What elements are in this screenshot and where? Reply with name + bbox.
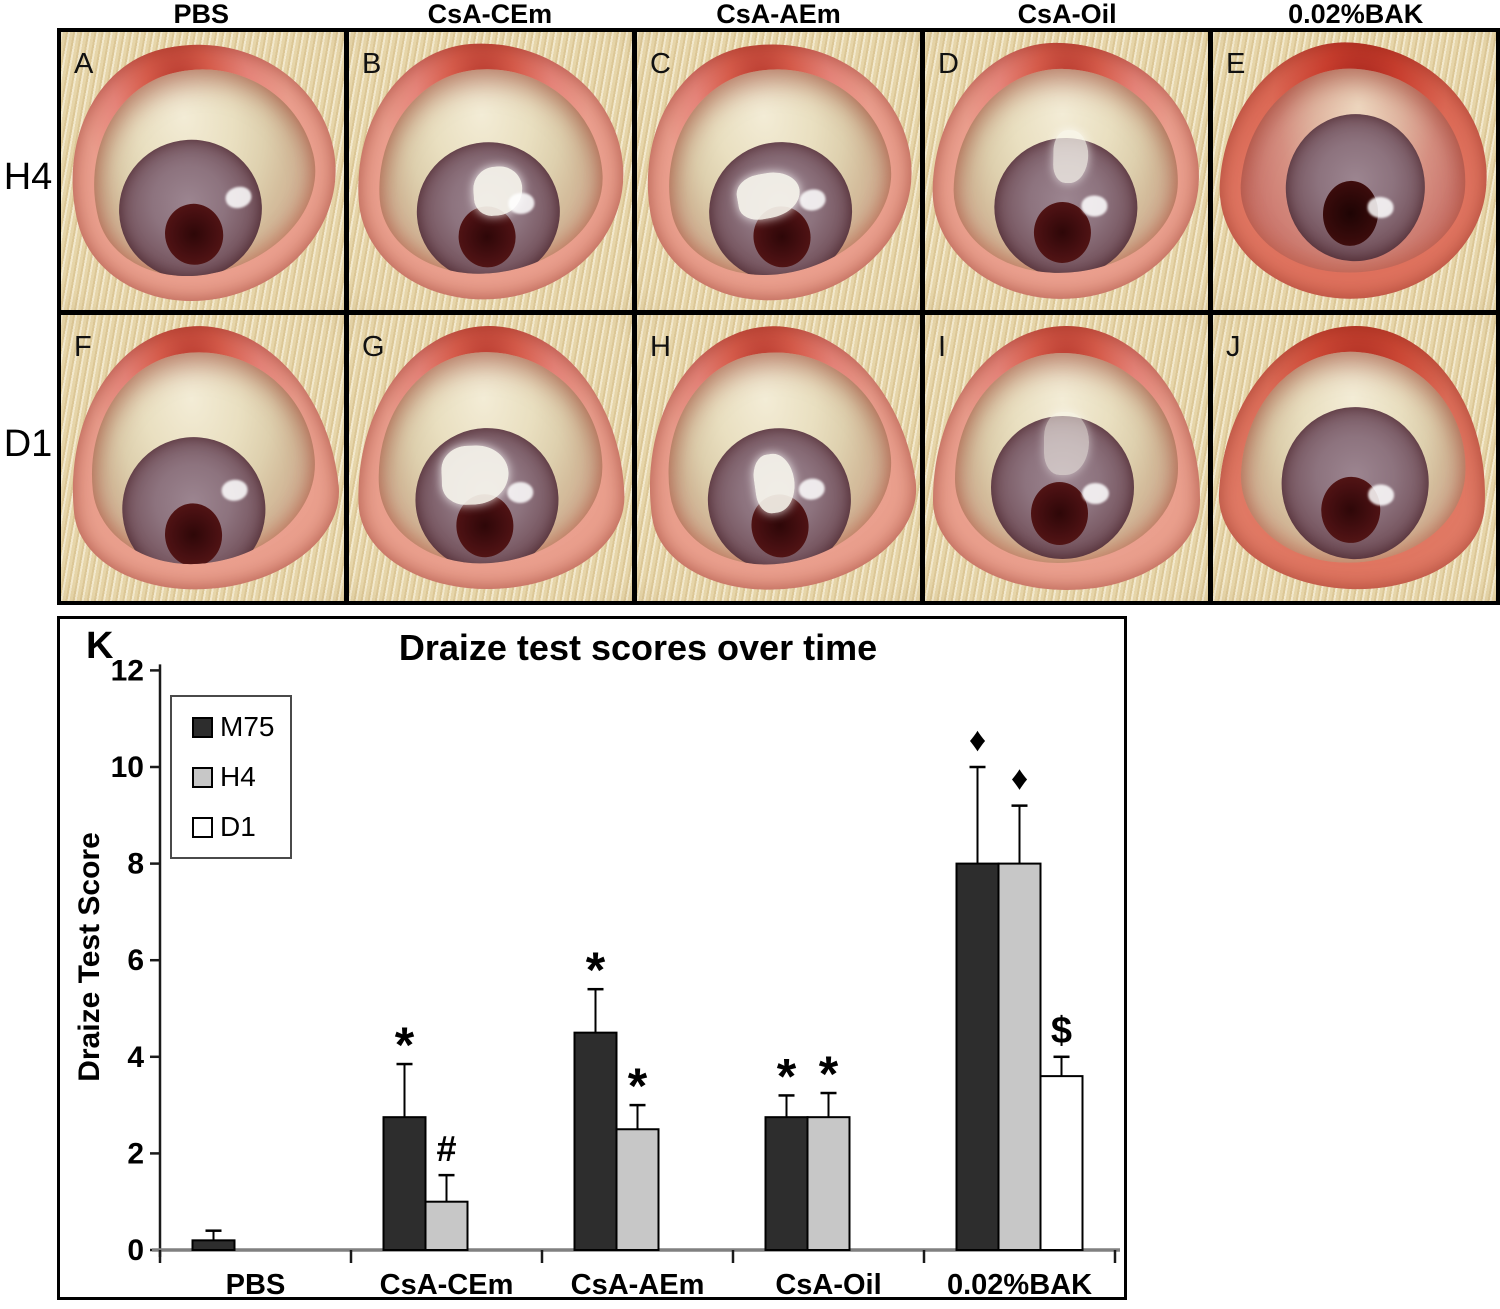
column-header-bak: 0.02%BAK	[1288, 0, 1424, 29]
svg-text:$: $	[1051, 1010, 1072, 1052]
svg-text:♦: ♦	[969, 721, 986, 759]
svg-text:*: *	[586, 942, 606, 998]
panel-letter: B	[362, 48, 382, 80]
eye-photo-panel: D	[925, 32, 1208, 310]
column-header-pbs: PBS	[173, 0, 230, 29]
eye-photo-panel: J	[1213, 315, 1496, 601]
eye-photo-grid: A B C D E F G H	[57, 28, 1500, 605]
svg-text:CsA-AEm: CsA-AEm	[571, 1269, 705, 1297]
svg-text:12: 12	[111, 654, 144, 687]
panel-letter: A	[74, 48, 94, 80]
svg-text:0: 0	[127, 1234, 144, 1267]
legend-label-d1: D1	[220, 811, 256, 842]
eye-photo-panel: C	[637, 32, 920, 310]
panel-letter: I	[938, 331, 947, 363]
eye-illustration	[1213, 34, 1496, 308]
legend-label-h4: H4	[220, 761, 256, 792]
eye-illustration	[349, 34, 632, 308]
svg-text:#: #	[436, 1128, 456, 1169]
svg-text:2: 2	[127, 1137, 144, 1170]
eye-photo-panel: A	[61, 32, 344, 310]
eye-illustration	[637, 32, 920, 310]
row-label-d1: D1	[3, 423, 53, 465]
chart-svg: 0 2 4 6 8 10 12 PBS CsA-CEm CsA-AEm CsA-Oil 0.02%BA…	[111, 654, 1120, 1297]
column-header-csa-cem: CsA-CEm	[427, 0, 553, 29]
panel-letter: J	[1226, 331, 1241, 363]
svg-text:4: 4	[127, 1041, 144, 1074]
chart-title: Draize test scores over time	[398, 627, 878, 668]
panel-letter: H	[650, 331, 671, 363]
eye-illustration	[352, 321, 629, 595]
svg-text:*: *	[628, 1058, 648, 1114]
eye-photo-panel: G	[349, 315, 632, 601]
svg-text:6: 6	[127, 944, 144, 977]
panel-letter: C	[650, 48, 671, 80]
eye-photo-panel: I	[925, 315, 1208, 601]
legend-entry-d1: D1	[192, 813, 284, 841]
legend-swatch-m75	[192, 716, 213, 738]
eye-illustration	[61, 315, 344, 601]
panel-letter: F	[74, 331, 92, 363]
y-axis-title: Draize Test Score	[73, 832, 106, 1082]
svg-text:PBS: PBS	[226, 1269, 286, 1297]
legend-swatch-h4	[192, 766, 213, 788]
draize-chart-panel: 0 2 4 6 8 10 12 PBS CsA-CEm CsA-AEm CsA-Oil 0.02%BA…	[57, 616, 1127, 1300]
svg-text:0.02%BAK: 0.02%BAK	[947, 1269, 1092, 1297]
svg-text:10: 10	[111, 751, 144, 784]
panel-letter: D	[938, 48, 959, 80]
panel-letter: G	[362, 331, 385, 363]
eye-photo-panel: E	[1213, 32, 1496, 310]
svg-text:♦: ♦	[1011, 760, 1028, 798]
eye-illustration	[931, 40, 1202, 302]
svg-text:8: 8	[127, 848, 144, 881]
row-label-h4: H4	[3, 156, 53, 198]
column-header-csa-aem: CsA-AEm	[716, 0, 841, 29]
svg-text:*: *	[819, 1046, 839, 1102]
panel-letter: E	[1226, 48, 1246, 80]
legend-swatch-d1	[192, 816, 213, 838]
eye-illustration	[933, 326, 1200, 590]
svg-text:CsA-Oil: CsA-Oil	[775, 1269, 881, 1297]
eye-illustration	[637, 315, 920, 601]
chart-legend: M75 H4 D1	[170, 695, 292, 859]
eye-illustration	[1214, 319, 1495, 597]
eye-photo-panel: B	[349, 32, 632, 310]
svg-text:*: *	[395, 1017, 415, 1073]
chart-panel-letter: K	[86, 625, 114, 667]
svg-text:*: *	[777, 1048, 797, 1104]
column-header-csa-oil: CsA-Oil	[1017, 0, 1117, 29]
legend-label-m75: M75	[220, 711, 275, 742]
eye-photo-panel: F	[61, 315, 344, 601]
legend-entry-m75: M75	[192, 713, 284, 741]
eye-illustration	[61, 32, 344, 310]
eye-photo-panel: H	[637, 315, 920, 601]
svg-text:CsA-CEm: CsA-CEm	[380, 1269, 514, 1297]
column-headers: PBS CsA-CEm CsA-AEm CsA-Oil 0.02%BAK	[57, 0, 1500, 28]
legend-entry-h4: H4	[192, 763, 284, 791]
